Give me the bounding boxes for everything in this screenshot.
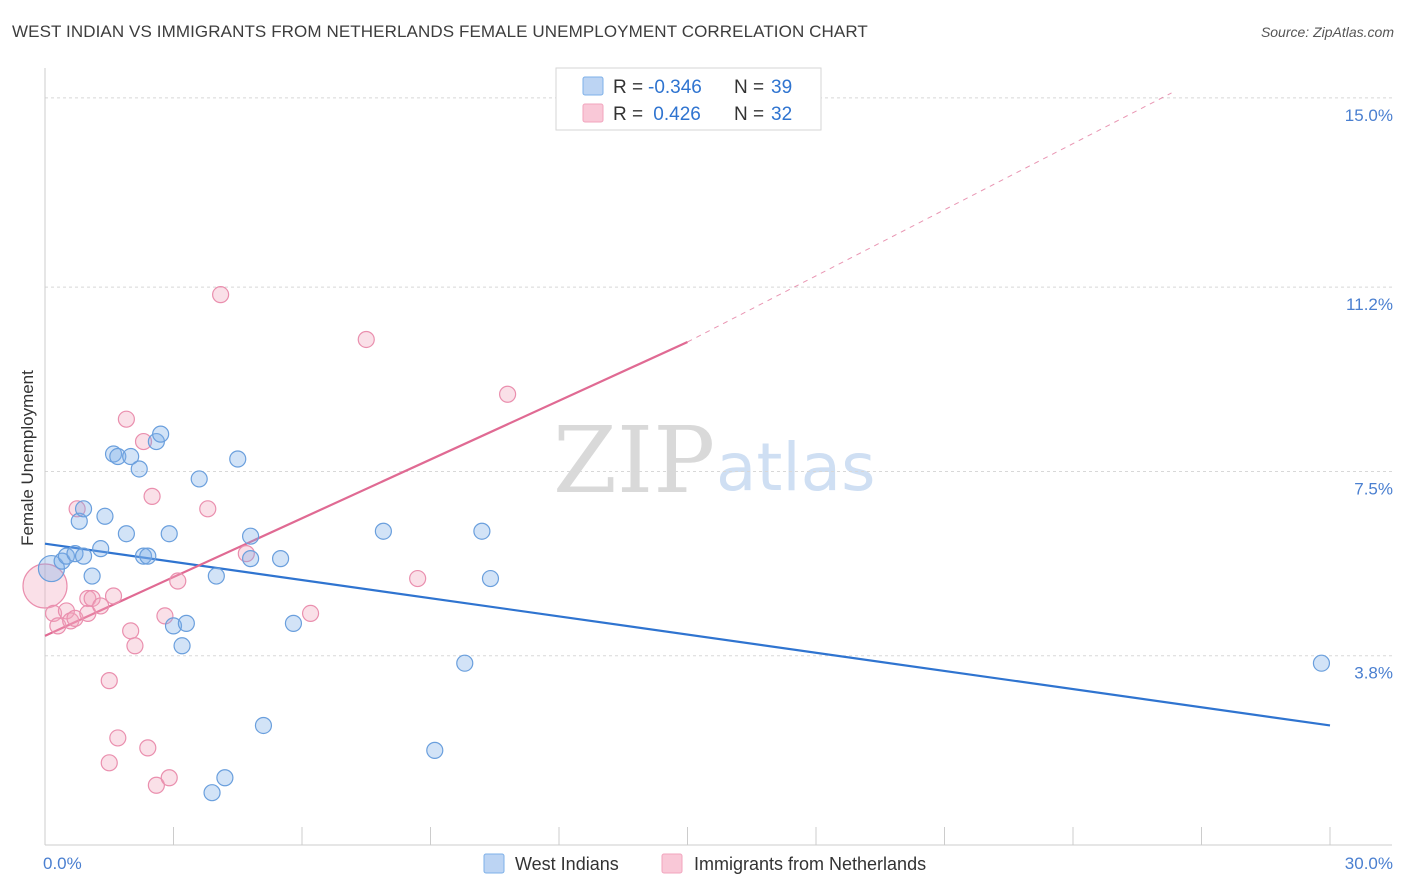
legend-r-value: -0.346 (648, 77, 702, 98)
y-tick-label: 3.8% (1354, 664, 1393, 683)
point-west-indians (117, 525, 135, 543)
point-netherlands (499, 385, 517, 403)
data-points (22, 286, 1331, 802)
point-netherlands (109, 729, 127, 747)
point-netherlands (147, 776, 165, 794)
point-netherlands (143, 487, 161, 505)
tick-labels: 3.8% 7.5% 11.2% 15.0% 0.0% 30.0% (43, 106, 1393, 873)
point-netherlands (134, 432, 153, 451)
point-netherlands (169, 572, 187, 590)
regression-line-netherlands (44, 340, 688, 637)
series-legend: West Indians Immigrants from Netherlands (483, 853, 926, 874)
point-west-indians (96, 507, 114, 525)
point-netherlands (100, 672, 118, 690)
x-tick-label: 30.0% (1345, 854, 1393, 873)
series-label-netherlands: Immigrants from Netherlands (694, 854, 926, 874)
point-netherlands (92, 597, 110, 615)
y-axis-label: Female Unemployment (18, 370, 37, 546)
grid (45, 97, 1392, 657)
point-west-indians (242, 550, 260, 568)
point-west-indians (134, 547, 153, 565)
legend-row-1: R = -0.346 N = 39 (613, 77, 792, 98)
point-west-indians (152, 425, 170, 443)
chart-title: WEST INDIAN VS IMMIGRANTS FROM NETHERLAN… (12, 22, 868, 41)
point-west-indians (473, 522, 491, 540)
y-tick-label: 15.0% (1345, 106, 1393, 125)
point-netherlands (122, 622, 140, 640)
point-west-indians (130, 460, 148, 478)
point-west-indians (271, 550, 290, 568)
point-west-indians (374, 522, 392, 540)
point-west-indians (254, 716, 273, 735)
point-netherlands (126, 637, 144, 655)
point-netherlands (409, 569, 427, 588)
series-swatch-netherlands (661, 853, 683, 874)
point-west-indians (74, 547, 93, 565)
point-west-indians (229, 450, 247, 468)
point-west-indians (1312, 654, 1331, 672)
legend-r-label: R = (613, 104, 648, 125)
axes (44, 68, 1392, 846)
point-west-indians (456, 654, 474, 672)
regression-lines (44, 92, 1331, 727)
point-west-indians (160, 525, 178, 543)
legend-n-value: 32 (771, 104, 792, 125)
point-netherlands (66, 609, 84, 627)
point-west-indians (426, 741, 444, 759)
y-tick-label: 11.2% (1346, 295, 1393, 314)
point-west-indians (92, 540, 110, 558)
regression-line-west-indians (44, 542, 1331, 727)
point-west-indians (74, 500, 93, 518)
legend-row-2: R = 0.426 N = 32 (613, 104, 792, 125)
point-west-indians (122, 447, 140, 466)
point-netherlands (139, 739, 157, 757)
point-netherlands (117, 410, 135, 428)
watermark-zip: ZIP (553, 407, 715, 514)
watermark-atlas: atlas (716, 429, 876, 506)
point-west-indians (207, 567, 225, 585)
point-netherlands (357, 330, 375, 349)
legend-r-value: 0.426 (648, 104, 701, 125)
point-netherlands (49, 617, 67, 635)
legend-swatch-pink (582, 103, 604, 123)
correlation-legend: R = -0.346 N = 39 R = 0.426 N = 32 (555, 67, 822, 131)
point-west-indians (177, 614, 195, 632)
series-swatch-west-indians (483, 853, 505, 874)
point-west-indians (109, 447, 127, 466)
point-west-indians (481, 569, 500, 588)
point-netherlands (160, 769, 178, 787)
point-west-indians (139, 547, 157, 565)
point-netherlands (68, 500, 86, 518)
point-west-indians (216, 769, 234, 787)
y-tick-label: 7.5% (1354, 479, 1393, 498)
source-credit: Source: ZipAtlas.com (1260, 24, 1394, 40)
point-netherlands (199, 500, 217, 518)
legend-n-value: 39 (771, 77, 792, 98)
point-netherlands (104, 587, 123, 605)
point-netherlands (79, 589, 97, 608)
point-netherlands (212, 286, 230, 304)
point-west-indians (83, 567, 101, 585)
legend-r-label: R = (613, 77, 648, 98)
point-netherlands (301, 604, 320, 623)
point-west-indians (190, 470, 208, 488)
point-west-indians (164, 617, 183, 635)
legend-n-label: N = (734, 77, 769, 98)
x-tick-label: 0.0% (43, 854, 82, 873)
point-west-indians (242, 527, 260, 545)
point-netherlands (22, 563, 68, 609)
point-west-indians (203, 784, 221, 802)
regression-extrapolation-netherlands (687, 92, 1172, 343)
point-netherlands (100, 754, 118, 772)
legend-swatch-blue (582, 76, 604, 96)
point-west-indians (284, 614, 303, 632)
watermark: ZIP atlas (553, 407, 876, 514)
point-west-indians (173, 637, 191, 655)
legend-n-label: N = (734, 104, 769, 125)
series-label-west-indians: West Indians (515, 854, 619, 874)
